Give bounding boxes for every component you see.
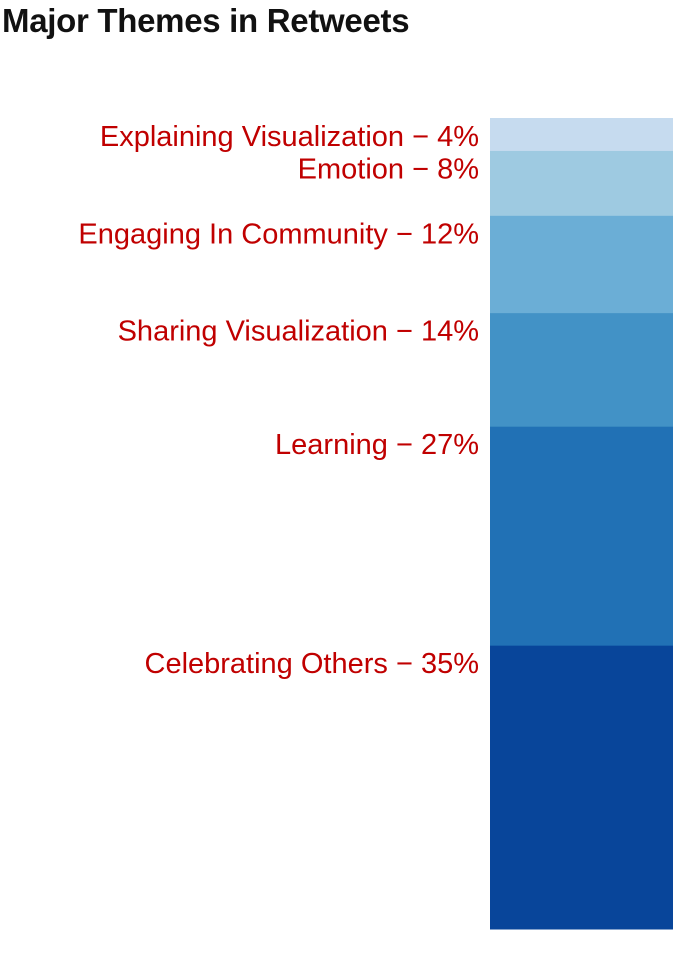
bar-segment-learning (490, 426, 673, 646)
segment-label-explaining-visualization: Explaining Visualization − 4% (100, 121, 479, 153)
segment-label-emotion: Emotion − 8% (298, 153, 479, 185)
bar-segments (490, 118, 673, 930)
bar-segment-sharing-visualization (490, 312, 673, 427)
segment-label-learning: Learning − 27% (275, 429, 479, 461)
bar-segment-explaining-visualization (490, 118, 673, 151)
segment-label-celebrating-others: Celebrating Others − 35% (145, 648, 480, 680)
bar-segment-emotion (490, 150, 673, 216)
segment-labels: Celebrating Others − 35% Learning − 27% Sh… (78, 121, 479, 680)
segment-label-engaging-in-community: Engaging In Community − 12% (78, 218, 479, 250)
bar-segment-engaging-in-community (490, 215, 673, 314)
segment-label-sharing-visualization: Sharing Visualization − 14% (118, 316, 479, 348)
bar-segment-celebrating-others (490, 645, 673, 930)
chart-title: Major Themes in Retweets (2, 2, 410, 39)
